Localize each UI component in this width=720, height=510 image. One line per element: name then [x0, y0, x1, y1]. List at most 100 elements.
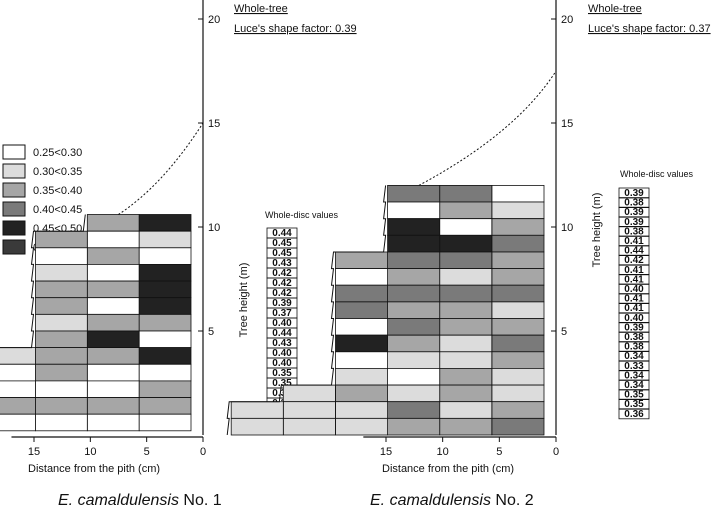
y-axis-label: Tree height (m) [591, 193, 603, 268]
density-cell [0, 397, 36, 415]
density-cell [138, 214, 192, 232]
density-cell [439, 384, 493, 403]
legend-swatch [2, 163, 26, 179]
density-cell [138, 263, 192, 282]
y-tick-label: 15 [208, 118, 220, 130]
disc-values-label: Whole-disc values [620, 169, 694, 179]
y-tick-label: 15 [561, 118, 573, 130]
density-cell [86, 363, 140, 382]
disc-value: 0.43 [272, 258, 292, 269]
disc-value: 0.44 [272, 328, 292, 339]
x-tick-label: 0 [200, 446, 206, 458]
density-cell [439, 417, 493, 436]
disc-value: 0.40 [272, 318, 292, 329]
density-cell [35, 347, 88, 365]
density-cell [35, 313, 88, 332]
x-axis-label: Distance from the pith (cm) [382, 463, 514, 475]
stem-outline [226, 185, 387, 436]
shape-factor-label: Luce's shape factor: 0.37 [588, 23, 711, 35]
disc-value: 0.41 [624, 265, 644, 276]
whole-tree-label: Whole-tree [588, 3, 642, 15]
disc-value: 0.45 [272, 238, 292, 249]
disc-value-box [618, 245, 650, 257]
disc-value: 0.43 [272, 338, 292, 349]
density-cell [35, 330, 88, 349]
density-cell [86, 313, 140, 332]
density-cell [138, 380, 192, 398]
density-cell [0, 363, 36, 382]
density-cell [335, 401, 388, 419]
disc-value: 0.35 [624, 390, 644, 401]
density-cell [282, 417, 336, 436]
density-cell [0, 347, 36, 365]
density-cell [35, 247, 88, 265]
disc-value: 0.42 [272, 288, 292, 299]
disc-value-box [618, 350, 650, 362]
disc-value: 0.40 [272, 358, 292, 369]
density-cells-tree-1 [0, 214, 192, 432]
density-cell [0, 380, 36, 398]
density-cell [439, 351, 493, 369]
density-cell [387, 334, 441, 353]
density-cell [35, 380, 88, 398]
panel-tree-2: 5 10 15 20 15 10 5 0 Whole-tree Luce's shape fa… [226, 0, 711, 509]
density-cell [282, 401, 336, 419]
density-cell [138, 397, 192, 415]
disc-value-box [618, 398, 650, 410]
density-cell [387, 301, 441, 319]
disc-value: 0.34 [624, 351, 644, 362]
density-cells-tree-2 [230, 184, 545, 436]
disc-value: 0.33 [624, 361, 644, 372]
disc-value: 0.41 [624, 294, 644, 305]
density-cell [86, 330, 140, 349]
density-cell [86, 413, 140, 432]
disc-value: 0.41 [624, 274, 644, 285]
density-cell [491, 367, 545, 386]
density-cell [387, 351, 441, 369]
axes-tree-1: 5 10 15 20 15 10 5 0 [11, 0, 220, 458]
density-cell [35, 230, 88, 249]
legend-swatch [2, 182, 26, 198]
caption-species: E. camaldulensis [370, 492, 491, 509]
density-cell [491, 184, 545, 203]
legend-label: 0.30<0.35 [33, 166, 82, 178]
density-cell [138, 413, 192, 432]
density-cell [86, 380, 140, 398]
density-cell [491, 251, 545, 270]
legend-swatch [2, 144, 26, 160]
disc-value: 0.34 [624, 370, 644, 381]
disc-value: 0.44 [624, 246, 644, 257]
disc-value: 0.40 [272, 348, 292, 359]
legend-label: 0.35<0.40 [33, 185, 82, 197]
density-cell [491, 417, 545, 436]
density-cell [439, 218, 493, 236]
caption-number: No. 2 [495, 492, 533, 509]
disc-value: 0.35 [272, 378, 292, 389]
density-cell [335, 268, 388, 286]
density-cell [439, 318, 493, 336]
stem-profile-tree-1 [0, 122, 204, 349]
x-tick-label: 10 [437, 446, 449, 458]
disc-value: 0.40 [624, 284, 644, 295]
density-cell [439, 301, 493, 319]
disc-value: 0.39 [624, 207, 644, 218]
density-cell [35, 397, 88, 415]
density-cell [35, 280, 88, 299]
y-tick-label: 5 [561, 326, 567, 338]
density-cell [335, 318, 388, 336]
density-cell [138, 230, 192, 249]
density-cell [86, 297, 140, 315]
density-cell [491, 301, 545, 319]
density-cell [230, 401, 284, 419]
disc-value: 0.42 [272, 268, 292, 279]
disc-values-label: Whole-disc values [265, 210, 339, 220]
disc-value: 0.39 [272, 298, 292, 309]
density-cell [86, 247, 140, 265]
disc-value: 0.38 [624, 198, 644, 209]
disc-value: 0.35 [272, 368, 292, 379]
density-cell [387, 384, 441, 403]
disc-value: 0.41 [624, 303, 644, 314]
y-tick-label: 20 [561, 14, 573, 26]
disc-value: 0.39 [624, 322, 644, 333]
stem-taper-line [418, 70, 557, 186]
